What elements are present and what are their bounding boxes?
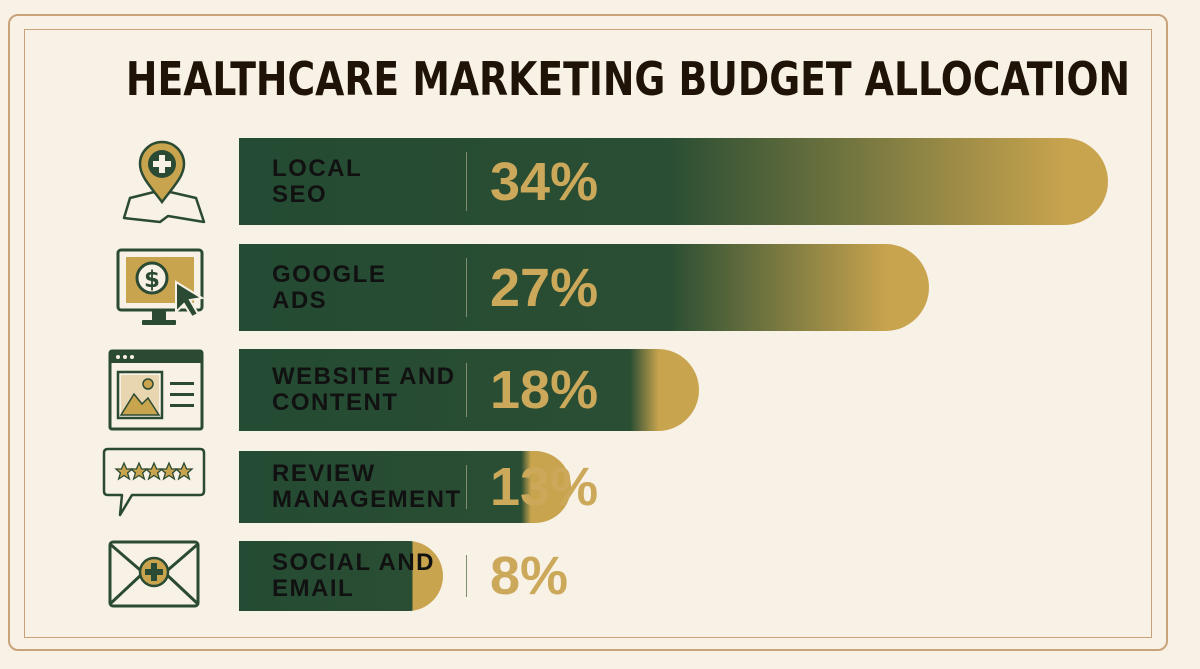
- monitor-dollar-cursor-icon: $: [108, 246, 212, 330]
- bar-divider: [466, 258, 467, 317]
- bar-label: GOOGLE ADS: [272, 244, 462, 331]
- map-pin-medical-icon: [110, 140, 214, 224]
- bar-divider: [466, 555, 467, 597]
- speech-bubble-stars-icon: [102, 445, 206, 529]
- bar-label: REVIEW MANAGEMENT: [272, 451, 462, 523]
- value-label: 13%: [490, 457, 599, 517]
- bar-label-line: WEBSITE AND: [272, 363, 456, 390]
- bar-google-ads: [239, 244, 930, 331]
- envelope-medical-icon: [102, 534, 206, 618]
- bar-label: LOCAL SEO: [272, 138, 462, 225]
- bar-label-line: SEO: [272, 180, 328, 208]
- bar-label-line: REVIEW: [272, 460, 376, 487]
- browser-window-image-icon: [104, 348, 208, 432]
- bar-label-line: SOCIAL AND: [272, 549, 436, 576]
- bar-label-line: CONTENT: [272, 389, 399, 416]
- bar-local-seo: [239, 138, 1108, 225]
- bar-divider: [466, 465, 467, 509]
- svg-text:$: $: [144, 267, 160, 293]
- bar-divider: [466, 363, 467, 417]
- bar-label-line: GOOGLE: [272, 260, 387, 288]
- bar-label: SOCIAL AND EMAIL: [272, 541, 462, 611]
- bar-label: WEBSITE AND CONTENT: [272, 349, 462, 431]
- bar-review-management: [239, 451, 572, 523]
- bar-website-and-content: [239, 349, 700, 431]
- value-label: 18%: [490, 360, 599, 420]
- bar-label-line: LOCAL: [272, 154, 363, 182]
- bar-label-line: EMAIL: [272, 575, 355, 602]
- bar-label-line: MANAGEMENT: [272, 486, 462, 513]
- value-label: 8%: [490, 546, 569, 606]
- chart-title: HEALTHCARE MARKETING BUDGET ALLOCATION: [125, 52, 1131, 106]
- bar-social-and-email: [239, 541, 444, 611]
- bar-divider: [466, 152, 467, 211]
- value-label: 34%: [490, 151, 599, 212]
- bar-label-line: ADS: [272, 286, 328, 314]
- value-label: 27%: [490, 257, 599, 318]
